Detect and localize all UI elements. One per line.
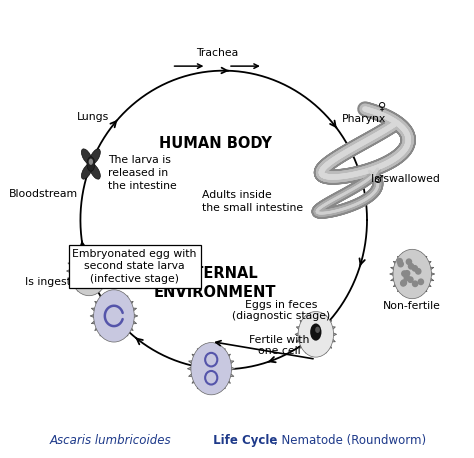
Ellipse shape xyxy=(191,343,231,395)
Text: EXTERNAL
ENVIRONMENT: EXTERNAL ENVIRONMENT xyxy=(154,267,276,300)
Text: ♀: ♀ xyxy=(378,102,386,112)
Ellipse shape xyxy=(310,323,321,341)
Circle shape xyxy=(416,268,421,274)
Circle shape xyxy=(404,275,410,280)
Text: Bloodstream: Bloodstream xyxy=(9,189,78,199)
Text: Eggs in feces: Eggs in feces xyxy=(245,300,317,310)
Circle shape xyxy=(402,271,407,276)
Text: HUMAN BODY: HUMAN BODY xyxy=(159,136,272,151)
Text: The larva is
released in
the intestine: The larva is released in the intestine xyxy=(108,155,177,191)
Ellipse shape xyxy=(298,311,334,357)
Circle shape xyxy=(401,281,406,286)
Text: Adults inside
the small intestine: Adults inside the small intestine xyxy=(202,191,303,213)
Ellipse shape xyxy=(90,164,100,179)
Ellipse shape xyxy=(393,249,431,299)
Ellipse shape xyxy=(90,149,100,164)
Circle shape xyxy=(409,263,414,269)
Circle shape xyxy=(412,266,418,271)
Text: , Nematode (Roundworm): , Nematode (Roundworm) xyxy=(273,434,426,447)
Circle shape xyxy=(398,262,403,267)
Text: Embryonated egg with
second state larva
(infective stage): Embryonated egg with second state larva … xyxy=(73,249,197,284)
Text: Life Cycle: Life Cycle xyxy=(209,434,277,447)
Polygon shape xyxy=(90,291,138,341)
Polygon shape xyxy=(66,248,112,294)
Text: Pharynx: Pharynx xyxy=(342,114,386,125)
Ellipse shape xyxy=(82,149,92,164)
Polygon shape xyxy=(390,251,435,297)
Circle shape xyxy=(412,281,418,287)
Ellipse shape xyxy=(82,164,92,179)
Polygon shape xyxy=(187,344,235,393)
Text: ♂: ♂ xyxy=(373,175,383,185)
Text: Trachea: Trachea xyxy=(196,49,238,59)
Text: Ascaris lumbricoides: Ascaris lumbricoides xyxy=(50,434,172,447)
Circle shape xyxy=(404,271,410,276)
Text: Fertile with
one cell: Fertile with one cell xyxy=(249,335,309,356)
Ellipse shape xyxy=(315,327,320,333)
Ellipse shape xyxy=(87,157,95,171)
Text: Is ingested: Is ingested xyxy=(25,278,85,287)
Polygon shape xyxy=(295,313,337,356)
Circle shape xyxy=(406,259,411,264)
Circle shape xyxy=(397,258,402,264)
Text: Lungs: Lungs xyxy=(77,112,109,122)
Circle shape xyxy=(408,277,413,283)
Circle shape xyxy=(401,280,407,285)
Text: Is swallowed: Is swallowed xyxy=(371,174,440,184)
Text: (diagnostic stage): (diagnostic stage) xyxy=(232,311,330,321)
Circle shape xyxy=(418,279,423,284)
Ellipse shape xyxy=(89,158,93,165)
Ellipse shape xyxy=(70,246,108,296)
Ellipse shape xyxy=(94,290,134,342)
Text: Non-fertile: Non-fertile xyxy=(383,300,441,311)
